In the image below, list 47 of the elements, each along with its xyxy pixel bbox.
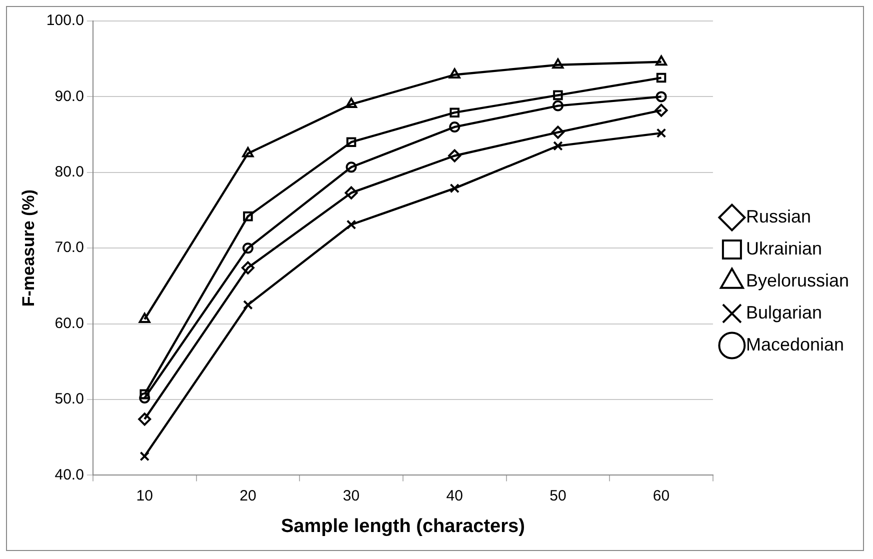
point <box>139 392 150 404</box>
point <box>140 451 150 462</box>
point <box>553 90 563 100</box>
y-tick-label: 50.0 <box>54 390 84 408</box>
y-tick-label: 90.0 <box>54 88 84 105</box>
x-tick-label: 10 <box>136 487 153 504</box>
point <box>654 104 668 117</box>
point <box>552 100 564 112</box>
point <box>344 186 358 200</box>
legend-label: Macedonian <box>746 334 844 354</box>
y-tick-label: 100.0 <box>46 12 84 30</box>
point <box>551 126 564 139</box>
point <box>138 312 150 324</box>
point <box>656 72 666 83</box>
point <box>448 149 462 162</box>
y-tick-label: 70.0 <box>54 239 84 256</box>
y-tick-label: 60.0 <box>54 314 84 332</box>
point <box>346 98 358 108</box>
y-tick-label: 40.0 <box>54 466 84 484</box>
x-tick-label: 40 <box>446 487 463 504</box>
y-tick-label: 80.0 <box>54 164 84 181</box>
point <box>140 389 150 400</box>
x-tick-label: 50 <box>550 487 566 504</box>
point <box>241 261 254 274</box>
point <box>656 91 667 102</box>
point <box>448 68 460 78</box>
point <box>449 121 460 132</box>
point <box>138 412 152 426</box>
point <box>242 242 254 254</box>
point <box>450 108 460 118</box>
point <box>346 137 356 148</box>
point <box>552 58 564 69</box>
point <box>553 141 563 151</box>
y-axis-title: F-measure (%) <box>18 190 38 307</box>
x-tick-label: 60 <box>652 487 670 504</box>
point <box>242 146 254 158</box>
point <box>346 162 357 173</box>
legend-label: Ukrainian <box>746 238 822 258</box>
point <box>243 211 253 222</box>
x-tick-label: 30 <box>342 487 360 504</box>
legend-label: Bulgarian <box>746 302 822 322</box>
point <box>656 128 666 138</box>
point <box>656 55 668 66</box>
x-axis-title: Sample length (characters) <box>280 516 525 537</box>
x-tick-label: 20 <box>240 487 256 504</box>
legend-label: Byelorussian <box>746 270 850 290</box>
legend-label: Russian <box>746 206 811 226</box>
